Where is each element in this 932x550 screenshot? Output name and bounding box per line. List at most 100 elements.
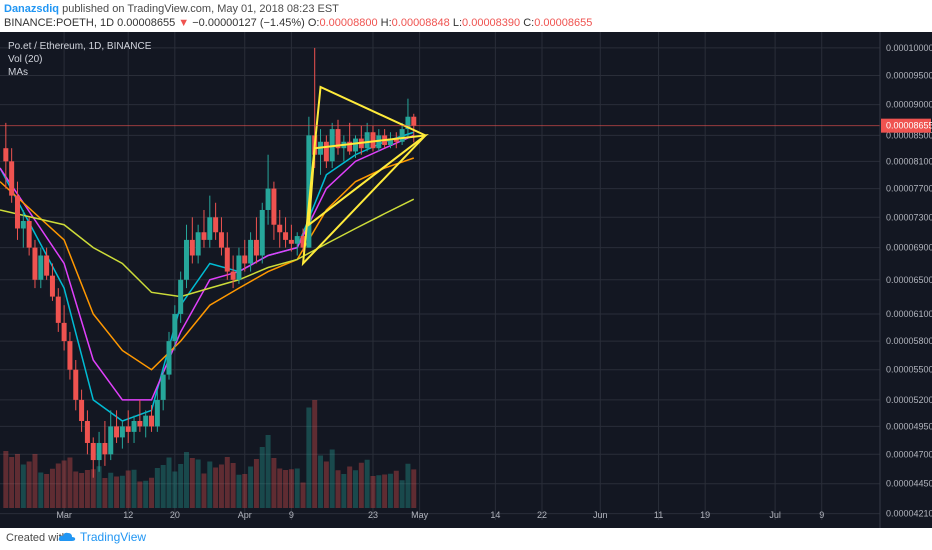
y-tick-label: 0.00005200 bbox=[886, 395, 932, 405]
x-tick-label: 12 bbox=[123, 510, 133, 520]
candle-body bbox=[108, 426, 114, 455]
volume-bar bbox=[9, 457, 15, 508]
volume-bar bbox=[90, 469, 96, 508]
candle-body bbox=[242, 255, 248, 264]
x-tick-label: 9 bbox=[289, 510, 294, 520]
y-tick-label: 0.00008500 bbox=[886, 130, 932, 140]
close-label: C: bbox=[523, 17, 535, 29]
candle-body bbox=[119, 426, 125, 438]
y-tick-label: 0.00008100 bbox=[886, 156, 932, 166]
volume-bar bbox=[312, 400, 318, 508]
candle-body bbox=[399, 129, 405, 142]
y-tick-label: 0.00004950 bbox=[886, 421, 932, 431]
price-chart[interactable]: 0.00010000 0.00009500 0.00009000 0.00008500… bbox=[0, 32, 932, 528]
symbol-label: BINANCE:POETH, 1D bbox=[4, 17, 115, 29]
volume-bar bbox=[195, 459, 201, 508]
candle-body bbox=[114, 426, 120, 438]
x-tick-label: Jul bbox=[769, 510, 781, 520]
tradingview-cloud-icon bbox=[58, 532, 76, 541]
created-with-text: Created with bbox=[6, 532, 68, 544]
y-tick-label: 0.00010000 bbox=[886, 43, 932, 53]
candle-body bbox=[230, 271, 236, 280]
open-label: O: bbox=[307, 17, 320, 29]
y-tick-label: 0.00009500 bbox=[886, 71, 932, 81]
x-tick-label: May bbox=[411, 510, 429, 520]
candle-body bbox=[73, 369, 79, 400]
candle-body bbox=[376, 135, 382, 149]
candle-body bbox=[154, 399, 160, 427]
x-tick-label: 11 bbox=[654, 510, 663, 520]
down-arrow-icon: ▼ bbox=[178, 17, 190, 29]
tradingview-brand[interactable]: TradingView bbox=[58, 530, 146, 544]
high-value: 0.00008848 bbox=[391, 17, 450, 29]
close-value: 0.00008655 bbox=[534, 17, 593, 29]
volume-bar bbox=[347, 466, 353, 508]
candle-body bbox=[347, 141, 353, 152]
candle-body bbox=[90, 442, 96, 461]
candle-body bbox=[160, 374, 166, 400]
candle-body bbox=[201, 232, 207, 240]
volume-label[interactable]: Vol (20) bbox=[8, 54, 43, 65]
x-tick-label: 9 bbox=[819, 510, 824, 520]
volume-bar bbox=[364, 459, 370, 508]
volume-bar bbox=[137, 481, 143, 508]
volume-bar bbox=[125, 470, 131, 508]
y-tick-label: 0.00004210 bbox=[886, 509, 932, 519]
candle-body bbox=[96, 442, 102, 461]
candle-body bbox=[335, 129, 341, 149]
high-label: H: bbox=[380, 17, 392, 29]
price-axis-panel bbox=[880, 32, 932, 528]
volume-bar bbox=[49, 468, 55, 508]
pair-label: Po.et / Ethereum, 1D, BINANCE bbox=[8, 41, 152, 52]
volume-bar bbox=[323, 461, 329, 508]
candle-body bbox=[364, 132, 370, 149]
volume-bar bbox=[38, 472, 44, 508]
volume-bar bbox=[382, 474, 388, 508]
chart-legend: Po.et / Ethereum, 1D, BINANCE Vol (20) M… bbox=[8, 40, 151, 79]
candle-body bbox=[294, 236, 300, 244]
published-text: published on TradingView.com, May 01, 20… bbox=[62, 3, 339, 15]
volume-bar bbox=[358, 462, 364, 508]
x-tick-label: 23 bbox=[368, 510, 378, 520]
volume-bar bbox=[236, 474, 242, 508]
candle-body bbox=[370, 132, 376, 149]
candle-body bbox=[67, 341, 73, 370]
mas-label[interactable]: MAs bbox=[8, 67, 28, 78]
author-link[interactable]: Danazsdiq bbox=[4, 3, 60, 15]
candle-body bbox=[49, 275, 55, 297]
last-price-tag bbox=[881, 118, 931, 133]
volume-bar bbox=[178, 464, 184, 508]
last-price: 0.00008655 bbox=[117, 17, 176, 29]
candle-body bbox=[102, 442, 108, 455]
volume-bar bbox=[67, 457, 73, 508]
ohlc-line: BINANCE:POETH, 1D 0.00008655 ▼ −0.000001… bbox=[4, 17, 592, 29]
low-value: 0.00008390 bbox=[462, 17, 521, 29]
volume-bar bbox=[44, 474, 50, 508]
volume-bar bbox=[166, 457, 172, 508]
candle-body bbox=[125, 426, 131, 432]
candle-body bbox=[9, 161, 15, 196]
candle-body bbox=[166, 341, 172, 375]
candle-body bbox=[195, 232, 201, 256]
x-tick-label: 22 bbox=[537, 510, 547, 520]
volume-bar bbox=[102, 478, 108, 508]
candle-body bbox=[79, 399, 85, 422]
candle-body bbox=[14, 195, 20, 229]
candle-body bbox=[265, 188, 271, 210]
candle-body bbox=[137, 421, 143, 427]
y-tick-label: 0.00007700 bbox=[886, 184, 932, 194]
volume-bar bbox=[149, 477, 155, 508]
y-tick-label: 0.00006500 bbox=[886, 275, 932, 285]
x-tick-label: Mar bbox=[56, 510, 72, 520]
volume-bar bbox=[248, 466, 254, 508]
volume-bar bbox=[376, 475, 382, 508]
volume-bar bbox=[131, 469, 137, 508]
candle-body bbox=[277, 224, 283, 233]
volume-bar bbox=[283, 470, 289, 508]
volume-bar bbox=[277, 468, 283, 508]
candle-body bbox=[178, 279, 184, 314]
candle-body bbox=[253, 239, 259, 256]
volume-bar bbox=[224, 457, 230, 508]
volume-bar bbox=[14, 454, 20, 508]
candle-body bbox=[44, 255, 50, 276]
